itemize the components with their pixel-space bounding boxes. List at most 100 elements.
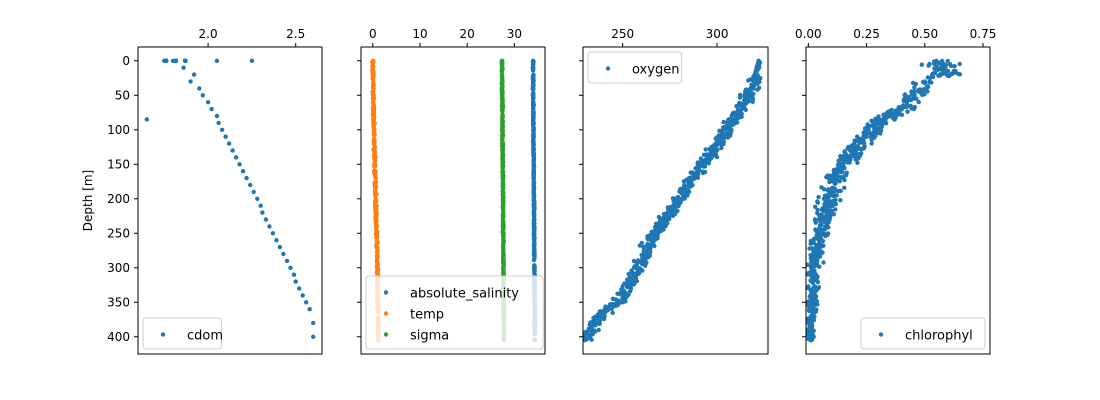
- cdom-point: [223, 134, 228, 139]
- legend-box: [365, 275, 544, 350]
- chlorophyl-point: [904, 104, 909, 110]
- legend-label: oxygen: [632, 63, 679, 78]
- sigma-point: [500, 176, 505, 181]
- legend-label: cdom: [187, 329, 223, 344]
- oxygen-point: [648, 238, 654, 243]
- chlorophyl-point: [815, 244, 820, 250]
- cdom-point: [230, 148, 235, 153]
- chlorophyl-point: [856, 137, 861, 143]
- chlorophyl-point: [912, 85, 917, 90]
- chlorophyl-point: [952, 63, 957, 69]
- oxygen-point: [725, 135, 730, 140]
- temp-point: [372, 136, 377, 142]
- cdom-point: [248, 182, 253, 188]
- chlorophyl-point: [841, 162, 846, 167]
- absolute_salinity-point: [531, 196, 537, 201]
- chlorophyl-point: [871, 130, 876, 135]
- sigma-point: [500, 146, 505, 151]
- temp-point: [373, 192, 379, 197]
- chlorophyl-point: [948, 61, 953, 67]
- chlorophyl-point: [922, 87, 928, 92]
- chlorophyl-point: [909, 89, 914, 94]
- chlorophyl-point: [951, 68, 957, 74]
- oxygen-point: [662, 211, 668, 217]
- chlorophyl-point: [817, 239, 822, 244]
- chlorophyl-point: [869, 123, 875, 128]
- legend-label: sigma: [410, 329, 449, 344]
- chlorophyl-point: [856, 156, 861, 161]
- absolute_salinity-point: [532, 255, 537, 261]
- oxygen-point: [724, 123, 729, 128]
- oxygen-point: [652, 243, 657, 249]
- chlorophyl-point: [824, 203, 830, 208]
- oxygen-point: [748, 86, 754, 91]
- cdom-point: [300, 293, 305, 298]
- cdom-point: [209, 106, 214, 112]
- cdom-point: [200, 93, 205, 98]
- chlorophyl-point: [956, 71, 961, 77]
- chlorophyl-point: [916, 99, 921, 105]
- temp-point: [372, 203, 378, 209]
- oxygen-point: [699, 161, 704, 167]
- absolute_salinity-point: [531, 131, 536, 136]
- absolute_salinity-point: [532, 226, 537, 232]
- chlorophyl-point: [869, 141, 874, 146]
- oxygen-point: [585, 329, 590, 334]
- chlorophyl-point: [842, 149, 847, 154]
- cdom-point: [219, 127, 225, 132]
- oxygen-point: [681, 179, 687, 184]
- cdom-point: [233, 155, 239, 160]
- absolute_salinity-point: [530, 106, 536, 111]
- y-tick-label: 200: [107, 192, 130, 206]
- cdom-point: [162, 58, 167, 63]
- chlorophyl-point: [813, 204, 818, 209]
- absolute_salinity-point: [532, 217, 537, 222]
- oxygen-point: [646, 245, 651, 250]
- sigma-point: [501, 222, 506, 227]
- absolute_salinity-point: [531, 162, 536, 167]
- oxygen-point: [629, 268, 634, 273]
- chlorophyl-point: [873, 126, 878, 131]
- scatter-points: [583, 58, 763, 343]
- oxygen-point: [682, 182, 687, 188]
- cdom-point: [284, 258, 290, 264]
- sigma-point: [500, 127, 505, 132]
- chlorophyl-point: [813, 258, 818, 264]
- sigma-point: [500, 215, 506, 220]
- cdom-point: [144, 117, 149, 122]
- chlorophyl-point: [829, 209, 834, 214]
- chlorophyl-point: [821, 260, 826, 265]
- sigma-point: [500, 79, 505, 84]
- sigma-point: [499, 107, 505, 112]
- chlorophyl-point: [861, 145, 867, 151]
- temp-point: [374, 238, 380, 243]
- x-tick-label: 0.25: [853, 27, 880, 41]
- temp-point: [371, 99, 376, 104]
- oxygen-point: [737, 92, 743, 98]
- oxygen-point: [635, 265, 640, 270]
- chlorophyl-point: [937, 73, 943, 78]
- chlorophyl-point: [824, 213, 829, 219]
- absolute_salinity-point: [532, 203, 537, 209]
- sigma-point: [499, 67, 505, 73]
- legend-marker: [383, 311, 389, 316]
- chlorophyl-point: [808, 338, 813, 343]
- cdom-point: [267, 224, 272, 229]
- cdom-point: [214, 58, 220, 63]
- chlorophyl-point: [935, 67, 940, 73]
- sigma-point: [500, 151, 505, 156]
- chlorophyl-point: [919, 62, 924, 67]
- chlorophyl-point: [869, 134, 874, 139]
- temp-point: [370, 89, 375, 95]
- x-tick-label: 300: [706, 27, 729, 41]
- absolute_salinity-point: [531, 234, 537, 240]
- chlorophyl-point: [825, 188, 831, 193]
- temp-point: [373, 185, 378, 190]
- chlorophyl-point: [817, 252, 822, 257]
- sigma-point: [501, 209, 506, 214]
- temp-point: [371, 104, 377, 109]
- oxygen-point: [664, 222, 669, 227]
- absolute_salinity-point: [531, 123, 536, 128]
- y-axis-label: Depth [m]: [81, 170, 95, 231]
- cdom-point: [277, 244, 283, 250]
